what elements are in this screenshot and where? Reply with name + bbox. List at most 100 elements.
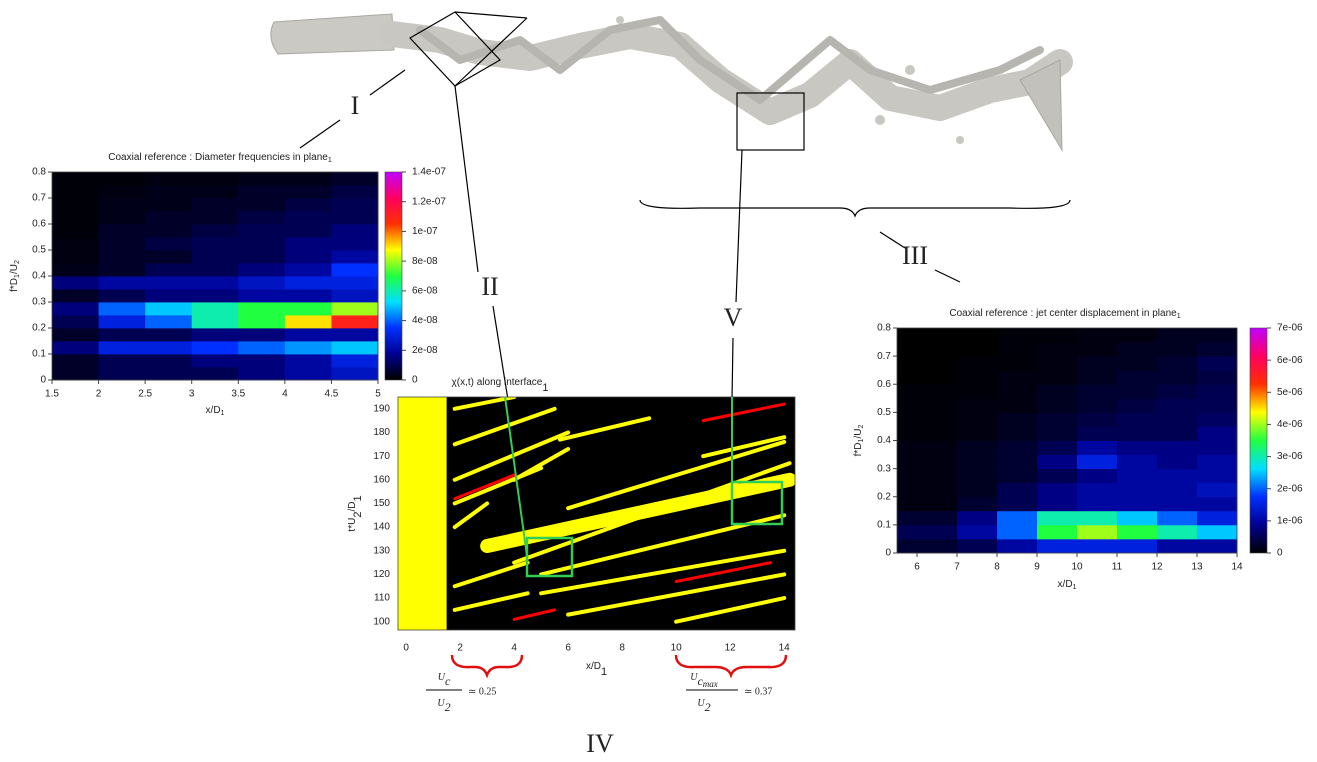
- x-tick-label: 3: [189, 389, 195, 400]
- y-axis-label: f*D1/U2: [9, 260, 22, 292]
- heat-cell: [145, 328, 193, 342]
- heat-cell: [191, 354, 239, 368]
- heat-cell: [1117, 524, 1158, 540]
- y-tick-label: 0: [885, 548, 891, 559]
- y-tick-label: 0.6: [32, 219, 46, 230]
- heat-cell: [52, 172, 99, 186]
- heat-cell: [897, 384, 958, 399]
- chart-title-part: 1: [542, 382, 548, 394]
- formula-part: c: [445, 674, 451, 688]
- heat-cell: [238, 198, 286, 212]
- heat-cell: [145, 250, 193, 264]
- streak: [452, 591, 530, 612]
- heat-cell: [1117, 454, 1158, 470]
- x-tick-label: 6: [565, 643, 571, 654]
- heat-cell: [145, 367, 193, 381]
- heat-cell: [1077, 412, 1118, 427]
- y-axis-label: t*U2/D1: [347, 495, 364, 531]
- heat-cell: [191, 211, 239, 225]
- heat-cell: [897, 482, 958, 498]
- heat-cell: [98, 185, 146, 199]
- heat-cell: [1197, 454, 1238, 470]
- colorbar-tick-label: 5e-06: [1277, 387, 1303, 398]
- heat-cell: [331, 276, 379, 290]
- heat-cell: [1157, 356, 1198, 371]
- streak: [452, 430, 571, 482]
- heat-cell: [1197, 342, 1238, 357]
- heat-cell: [1157, 426, 1198, 441]
- heat-cell: [331, 224, 379, 238]
- heat-cell: [1077, 342, 1118, 357]
- formula-numerator: Uc: [438, 672, 451, 687]
- heat-cell: [145, 211, 193, 225]
- heat-cell: [897, 426, 958, 441]
- y-tick-label: 0.8: [877, 323, 891, 334]
- heat-cell: [284, 341, 332, 355]
- heat-cell: [191, 172, 239, 186]
- heat-cell: [1157, 384, 1198, 399]
- heat-cell: [238, 367, 286, 381]
- heat-cell: [145, 354, 193, 368]
- heat-cell: [1077, 426, 1118, 441]
- heat-cell: [897, 468, 958, 484]
- heat-cell: [284, 185, 332, 199]
- heat-cell: [1037, 356, 1078, 371]
- heat-cell: [331, 289, 379, 303]
- streak: [701, 402, 786, 423]
- heat-cell: [238, 237, 286, 251]
- heat-cell: [52, 263, 99, 277]
- y-axis-label-part: 2: [858, 425, 865, 429]
- heat-cell: [52, 289, 99, 303]
- heat-cell: [1197, 524, 1238, 540]
- chart: 0 2e-08 4e-08 6e-08 8e-08 1e-07 1.2e-07 1.4e-07…: [9, 152, 447, 418]
- heat-cell: [1157, 370, 1198, 385]
- heat-cell: [331, 302, 379, 316]
- formula-part: c: [697, 674, 703, 688]
- heat-cell: [1197, 482, 1238, 498]
- heat-cell: [238, 289, 286, 303]
- heat-cell: [98, 328, 146, 342]
- heat-cell: [957, 538, 998, 554]
- streak: [674, 561, 773, 584]
- heat-cell: [191, 341, 239, 355]
- heat-cell: [1157, 538, 1198, 554]
- heat-cell: [145, 263, 193, 277]
- x-axis-label-part: 1: [601, 666, 607, 678]
- formula-denominator: U2: [437, 698, 450, 713]
- heat-cell: [331, 263, 379, 277]
- streak: [453, 473, 516, 501]
- heat-cell: [98, 237, 146, 251]
- heat-cell: [1197, 468, 1238, 484]
- heat-cell: [957, 510, 998, 526]
- y-axis-label-part: 2: [14, 260, 21, 264]
- heat-cell: [957, 384, 998, 399]
- heat-cell: [98, 172, 146, 186]
- heat-cell: [1197, 370, 1238, 385]
- heat-cell: [284, 237, 332, 251]
- heat-cell: [284, 367, 332, 381]
- heat-cell: [145, 289, 193, 303]
- y-axis-label-part: f*D: [853, 442, 864, 456]
- streak: [701, 435, 787, 459]
- x-axis-label: x/D1: [1058, 579, 1077, 592]
- heat-cell: [1117, 342, 1158, 357]
- heat-cell: [1117, 384, 1158, 399]
- y-tick-label: 0.6: [877, 379, 891, 390]
- x-tick-label: 14: [1231, 562, 1243, 573]
- heat-cell: [238, 172, 286, 186]
- heat-cell: [1117, 482, 1158, 498]
- heat-cell: [957, 440, 998, 455]
- heat-cell: [98, 354, 146, 368]
- y-tick-label: 190: [373, 403, 390, 414]
- colorbar-tick-label: 2e-08: [412, 345, 438, 356]
- colorbar-tick-label: 1.4e-07: [412, 167, 446, 178]
- heat-cell: [1157, 482, 1198, 498]
- heat-cell: [52, 354, 99, 368]
- heat-cell: [98, 263, 146, 277]
- formula-relation: ≃ 0.25: [468, 686, 496, 697]
- colorbar-tick-label: 2e-06: [1277, 483, 1303, 494]
- label-iii: III: [902, 241, 928, 270]
- y-tick-label: 180: [373, 427, 390, 438]
- heat-cell: [52, 211, 99, 225]
- heat-cell: [1157, 342, 1198, 357]
